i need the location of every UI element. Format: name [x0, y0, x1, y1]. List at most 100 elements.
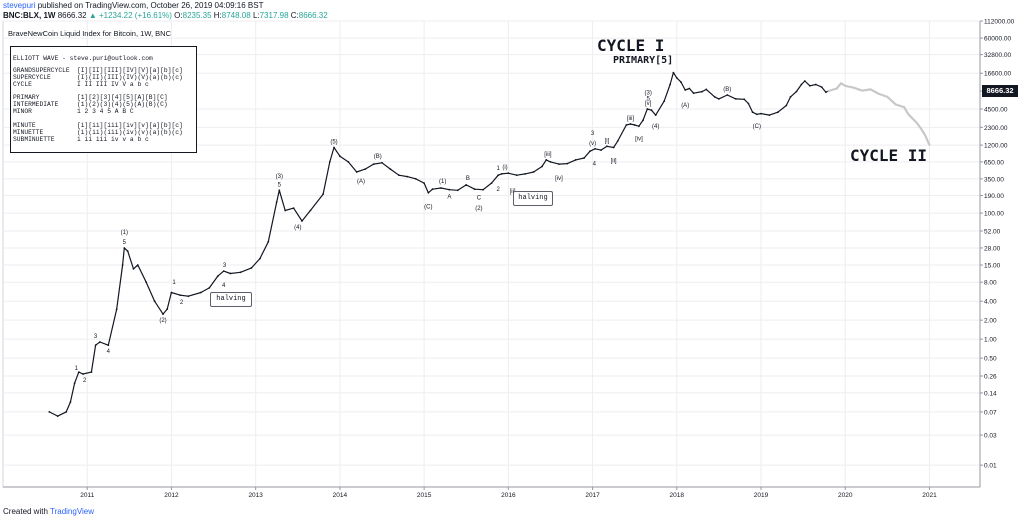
- data-point: [132, 268, 135, 270]
- x-tick-label: 2014: [333, 492, 348, 499]
- wave-label: (3): [276, 174, 283, 180]
- data-point: [672, 71, 675, 74]
- data-point: [448, 188, 451, 191]
- data-point: [633, 124, 636, 126]
- x-tick-label: 2019: [754, 492, 769, 499]
- time-axis[interactable]: 2011 2012 2013 2014 2015 2016 2017 2018 2019 2020…: [80, 487, 937, 499]
- open-value: 8235.35: [182, 11, 212, 20]
- data-point: [123, 247, 126, 249]
- data-point: [894, 103, 897, 106]
- data-point: [928, 144, 931, 147]
- y-tick-label: 4500.00: [984, 106, 1008, 113]
- wave-label: [ii]: [510, 189, 516, 195]
- data-point: [278, 189, 281, 192]
- data-point: [507, 172, 510, 175]
- x-tick-label: 2016: [501, 492, 516, 499]
- data-point: [844, 84, 847, 87]
- data-point: [594, 147, 596, 150]
- x-tick-label: 2017: [585, 492, 600, 499]
- data-point: [616, 140, 619, 142]
- data-point: [524, 173, 527, 175]
- y-tick-label: 4.00: [984, 299, 997, 306]
- wave-label: (2): [475, 206, 482, 212]
- data-point: [606, 145, 608, 148]
- legend-row: SUPERCYCLE (I)(II)(III)(IV)(V)(a)(b)(c): [13, 74, 183, 81]
- y-tick-label: 650.00: [984, 159, 1004, 166]
- data-point: [789, 96, 792, 98]
- data-point: [646, 108, 649, 110]
- data-point: [239, 271, 242, 274]
- data-point: [216, 275, 219, 277]
- data-point: [126, 250, 129, 253]
- data-point: [200, 291, 202, 294]
- data-point: [166, 308, 169, 310]
- data-point: [136, 264, 139, 266]
- price-change: ▲ +1234.22 (+16.61%): [88, 11, 172, 20]
- halving-callout: halving: [513, 191, 553, 206]
- y-tick-label: 0.07: [984, 409, 997, 416]
- data-point: [153, 300, 156, 303]
- data-point: [924, 134, 927, 137]
- data-point: [545, 159, 548, 161]
- data-point: [381, 161, 383, 164]
- data-point: [179, 294, 181, 296]
- data-point: [162, 313, 164, 315]
- data-point: [743, 98, 746, 101]
- data-point: [414, 177, 417, 180]
- legend-row: MINUTE [i][ii][iii][iv][v][a][b][c]: [13, 122, 183, 129]
- data-point: [574, 159, 577, 161]
- data-point: [500, 173, 503, 175]
- grid: [3, 20, 980, 487]
- data-point: [701, 90, 703, 93]
- wave-label: (A): [681, 103, 689, 109]
- data-point: [301, 220, 303, 222]
- data-point: [347, 161, 350, 163]
- data-point: [115, 308, 118, 310]
- data-point: [705, 88, 708, 91]
- data-point: [389, 168, 392, 171]
- close-value: 8666.32: [298, 11, 328, 20]
- data-point: [145, 281, 148, 284]
- low-value: 7317.98: [259, 11, 289, 20]
- wave-label: 1: [75, 366, 79, 372]
- legend-row: PRIMARY [1][2][3][4][5][A][B][C]: [13, 94, 168, 101]
- data-point: [734, 98, 737, 100]
- data-point: [541, 165, 543, 168]
- y-tick-label: 16600.00: [984, 71, 1011, 78]
- wave-label: [iv]: [635, 137, 643, 143]
- wave-label: 5: [123, 240, 127, 246]
- data-point: [229, 272, 232, 275]
- data-point: [878, 93, 880, 95]
- price-axis[interactable]: 112000.00 60000.00 32800.00 16600.00 4500.00…: [980, 19, 1015, 470]
- wave-label: 4: [593, 162, 597, 168]
- y-tick-label: 0.14: [984, 390, 997, 397]
- data-point: [726, 94, 729, 96]
- high-label: H:: [213, 11, 222, 20]
- wave-label: B: [466, 176, 470, 182]
- data-point: [73, 382, 76, 385]
- wave-label: [iii]: [544, 152, 552, 158]
- primary-five-label: PRIMARY[5]: [613, 55, 674, 66]
- wave-label: A: [447, 194, 451, 200]
- data-point: [800, 83, 803, 86]
- x-tick-label: 2012: [164, 492, 179, 499]
- author-link[interactable]: stevepuri: [3, 1, 36, 10]
- y-tick-label: 60000.00: [984, 36, 1011, 43]
- y-tick-label: 1.00: [984, 337, 997, 344]
- tradingview-logo[interactable]: TradingView: [50, 507, 95, 516]
- data-point: [669, 83, 671, 86]
- y-tick-label: 32800.00: [984, 52, 1011, 59]
- data-point: [795, 90, 798, 93]
- wave-label: 2: [83, 378, 87, 384]
- y-tick-label: 190.00: [984, 193, 1004, 200]
- wave-label: (1): [121, 230, 128, 236]
- data-point: [427, 191, 430, 194]
- data-point: [920, 127, 922, 130]
- data-point: [339, 155, 341, 158]
- publish-line: stevepuri published on TradingView.com, …: [3, 1, 263, 11]
- high-value: 8748.08: [221, 11, 251, 20]
- cycle-one-label: CYCLE I: [597, 36, 665, 55]
- y-tick-label: 350.00: [984, 176, 1004, 183]
- y-tick-label: 15.00: [984, 263, 1001, 270]
